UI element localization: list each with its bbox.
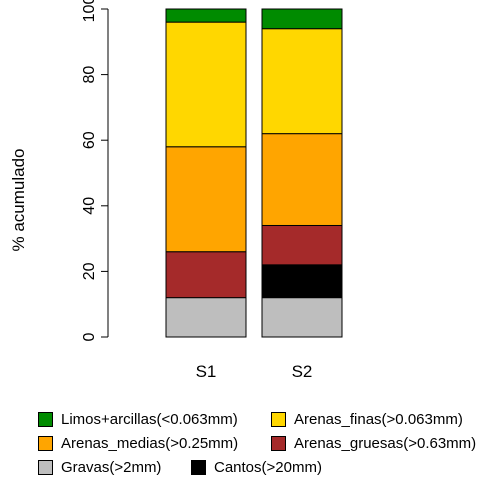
legend-label-limos-arcillas: Limos+arcillas(<0.063mm) bbox=[61, 410, 238, 428]
legend-item-arenas-medias: Arenas_medias(>0.25mm) bbox=[38, 435, 271, 452]
legend-label-arenas-finas: Arenas_finas(>0.063mm) bbox=[294, 410, 463, 428]
x-axis-ticks: S1 S2 bbox=[196, 362, 313, 381]
legend-label-arenas-gruesas: Arenas_gruesas(>0.63mm) bbox=[294, 434, 477, 452]
legend-swatch-cantos bbox=[191, 459, 206, 475]
bar-segment-s2-gravas-2mm bbox=[261, 297, 343, 338]
y-tick-label: 60 bbox=[81, 131, 98, 149]
y-tick-label: 80 bbox=[81, 66, 98, 84]
legend-swatch-limos-arcillas bbox=[38, 411, 53, 427]
bar-segment-s2-arenas-medias-0-25mm bbox=[261, 133, 343, 226]
bar-segment-s2-arenas-gruesas-0-63mm bbox=[261, 224, 343, 266]
bar-segment-s2-limos-arcillas-0-063mm bbox=[261, 8, 343, 30]
legend-item-arenas-finas: Arenas_finas(>0.063mm) bbox=[271, 411, 463, 428]
legend-row: Limos+arcillas(<0.063mm) Arenas_finas(>0… bbox=[38, 407, 495, 431]
legend-row: Gravas(>2mm) Cantos(>20mm) bbox=[38, 455, 495, 479]
legend-row: Arenas_medias(>0.25mm) Arenas_gruesas(>0… bbox=[38, 431, 495, 455]
y-tick-label: 20 bbox=[81, 262, 98, 280]
x-tick-label-s1: S1 bbox=[196, 362, 217, 381]
y-axis-label: % acumulado bbox=[9, 148, 28, 251]
bar-segment-s1-gravas-2mm bbox=[165, 297, 247, 338]
legend-swatch-gravas bbox=[38, 459, 53, 475]
legend-swatch-arenas-gruesas bbox=[271, 435, 286, 451]
legend-item-gravas: Gravas(>2mm) bbox=[38, 459, 191, 476]
legend-swatch-arenas-medias bbox=[38, 435, 53, 451]
legend-label-arenas-medias: Arenas_medias(>0.25mm) bbox=[61, 434, 239, 452]
bar-segment-s2-cantos-20mm bbox=[261, 264, 343, 299]
legend-item-arenas-gruesas: Arenas_gruesas(>0.63mm) bbox=[271, 435, 476, 452]
bar-segment-s1-arenas-finas-0-063mm bbox=[165, 21, 247, 148]
bar-segment-s1-limos-arcillas-0-063mm bbox=[165, 8, 247, 23]
y-tick-label: 100 bbox=[81, 0, 98, 22]
stacked-bar-chart: 0 20 40 60 80 100 % acumulado S1 S2 bbox=[9, 0, 343, 381]
bar-segment-s1-arenas-gruesas-0-63mm bbox=[165, 251, 247, 299]
bars bbox=[165, 8, 343, 338]
x-tick-label-s2: S2 bbox=[292, 362, 313, 381]
legend: Limos+arcillas(<0.063mm) Arenas_finas(>0… bbox=[38, 407, 495, 479]
legend-label-cantos: Cantos(>20mm) bbox=[214, 458, 322, 476]
bar-segment-s2-arenas-finas-0-063mm bbox=[261, 28, 343, 135]
legend-label-gravas: Gravas(>2mm) bbox=[61, 458, 162, 476]
bar-segment-s1-arenas-medias-0-25mm bbox=[165, 146, 247, 253]
legend-swatch-arenas-finas bbox=[271, 411, 286, 427]
legend-item-limos-arcillas: Limos+arcillas(<0.063mm) bbox=[38, 411, 271, 428]
y-axis: 0 20 40 60 80 100 bbox=[81, 0, 109, 341]
y-tick-label: 0 bbox=[81, 332, 98, 341]
legend-item-cantos: Cantos(>20mm) bbox=[191, 459, 322, 476]
y-tick-label: 40 bbox=[81, 197, 98, 215]
